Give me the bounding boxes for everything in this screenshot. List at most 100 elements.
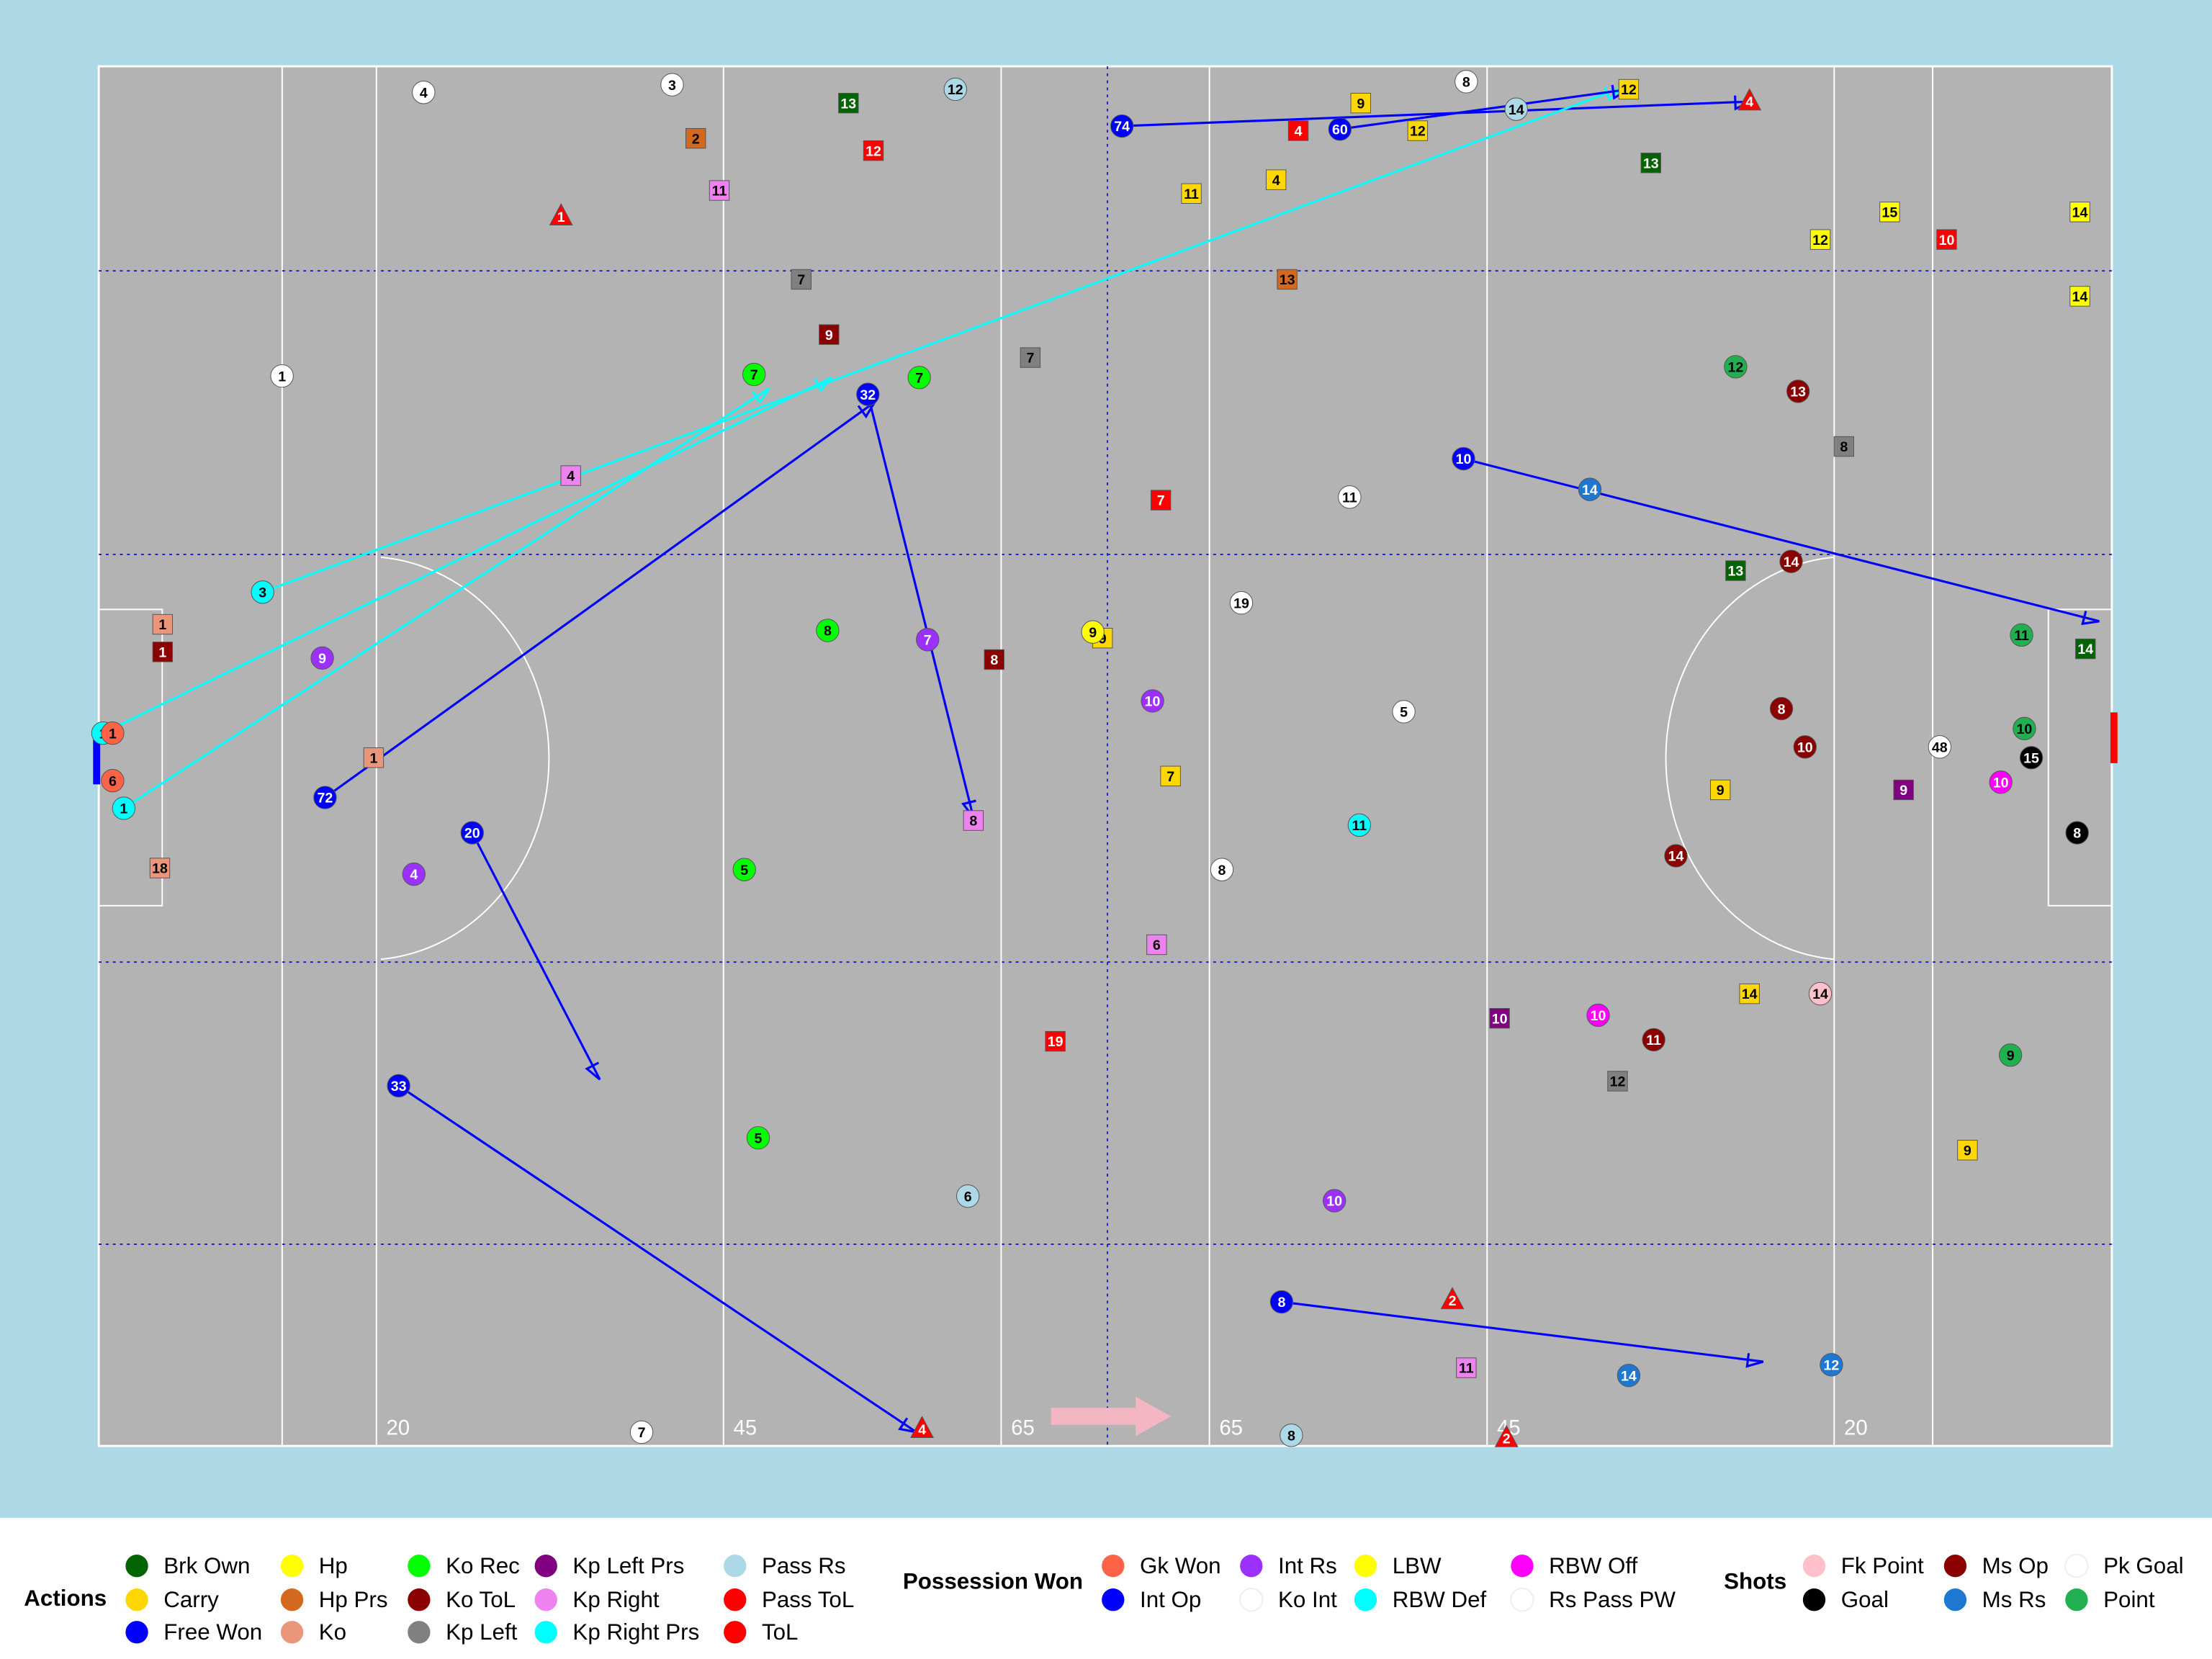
marker: [1277, 269, 1298, 290]
marker: [791, 269, 811, 290]
legend-swatch: [2064, 1554, 2089, 1578]
marker: [1724, 355, 1748, 379]
legend-label: Fk Point: [1841, 1553, 1924, 1578]
legend-label: Kp Left: [446, 1619, 518, 1645]
legend-swatch: [125, 1621, 148, 1644]
marker: [1229, 591, 1254, 615]
legend-label: RBW Off: [1549, 1553, 1637, 1578]
marker: [1809, 229, 1831, 250]
marker: [1833, 436, 1854, 457]
marker-label: 13: [1643, 156, 1659, 171]
legend-label: Free Won: [163, 1619, 262, 1645]
marker: [412, 81, 436, 104]
legend-title: Possession Won: [903, 1568, 1083, 1593]
marker: [1328, 117, 1352, 141]
legend-swatch: [1102, 1555, 1125, 1578]
marker-label: 9: [1899, 783, 1907, 799]
marker: [984, 649, 1004, 670]
marker-label: 7: [1026, 351, 1034, 367]
marker: [560, 465, 581, 486]
marker: [1110, 114, 1134, 138]
marker: [1350, 92, 1371, 114]
marker-label: 4: [918, 1422, 926, 1438]
marker: [1642, 1028, 1665, 1052]
marker: [732, 858, 756, 881]
legend-label: Hp: [319, 1553, 348, 1578]
marker: [1936, 229, 1957, 250]
legend-label: Ko Int: [1278, 1587, 1337, 1612]
legend-swatch: [724, 1588, 747, 1611]
marker-label: 12: [1812, 233, 1828, 248]
marker: [363, 747, 385, 768]
legend-swatch: [1943, 1555, 1967, 1578]
marker: [1150, 490, 1172, 511]
marker-label: 11: [1184, 186, 1199, 202]
marker-label: 4: [1295, 124, 1303, 140]
marker: [1407, 120, 1429, 141]
marker: [149, 858, 171, 878]
marker: [629, 1420, 654, 1444]
marker-label: 12: [1824, 1357, 1840, 1373]
legend-swatch: [280, 1555, 304, 1578]
marker: [1617, 1364, 1641, 1388]
arrow-line: [324, 401, 876, 799]
marker-label: 74: [1114, 119, 1130, 135]
legend-swatch: [724, 1621, 747, 1644]
marker-label: 8: [1277, 1295, 1285, 1310]
legend-swatch: [1239, 1588, 1264, 1612]
marker-label: 7: [1157, 493, 1165, 509]
marker-label: 11: [1352, 818, 1367, 834]
marker: [816, 619, 840, 642]
marker: [1045, 1030, 1066, 1052]
marker-label: 32: [860, 387, 876, 403]
marker: [152, 613, 174, 635]
legend-label: Rs Pass PW: [1549, 1587, 1676, 1612]
marker-label: 3: [258, 585, 266, 601]
marker-label: 9: [1964, 1143, 1972, 1159]
legend-label: Brk Own: [163, 1553, 250, 1578]
marker-label: 72: [318, 791, 333, 806]
arrow-line: [866, 394, 975, 818]
marker-label: 10: [1797, 739, 1813, 755]
guide-lines: [99, 66, 2112, 1447]
goal: [2110, 712, 2118, 763]
marker: [1265, 169, 1287, 190]
marker: [1769, 696, 1794, 721]
marker: [1998, 1043, 2023, 1067]
arrow-line: [1463, 457, 2100, 623]
x-tick-label: 45: [734, 1416, 757, 1439]
arrow-line: [1281, 1300, 1764, 1363]
legend-label: Kp Left Prs: [572, 1553, 684, 1578]
marker: [1989, 770, 2013, 794]
marker: [1586, 1003, 1610, 1028]
legend-label: RBW Def: [1393, 1587, 1487, 1612]
marker: [1347, 813, 1372, 837]
marker: [101, 721, 125, 745]
marker: [1287, 120, 1309, 141]
marker-label: 10: [1993, 775, 2009, 791]
legend-swatch: [534, 1588, 557, 1611]
marker: [1489, 1007, 1510, 1029]
marker-label: 4: [1745, 94, 1753, 110]
pitch: [97, 65, 2113, 1447]
marker-label: 33: [391, 1079, 407, 1094]
marker-label: 10: [1145, 694, 1161, 710]
marker-label: 8: [2073, 826, 2081, 842]
marker-label: 10: [1939, 233, 1955, 248]
marker-label: 9: [318, 651, 326, 667]
marker-label: 3: [668, 78, 676, 94]
marker: [402, 862, 426, 886]
marker-label: 2: [1449, 1293, 1457, 1309]
marker: [742, 362, 766, 387]
marker-label: 15: [1882, 204, 1898, 220]
x-tick-label: 65: [1219, 1416, 1243, 1439]
marker-label: 1: [158, 644, 166, 660]
marker: [2010, 623, 2033, 647]
marker: [907, 366, 931, 390]
marker: [1020, 347, 1041, 368]
arrow-head: [585, 1061, 601, 1081]
marker-label: 7: [915, 370, 923, 386]
marker: [1739, 983, 1760, 1004]
marker-label: 6: [109, 773, 117, 789]
